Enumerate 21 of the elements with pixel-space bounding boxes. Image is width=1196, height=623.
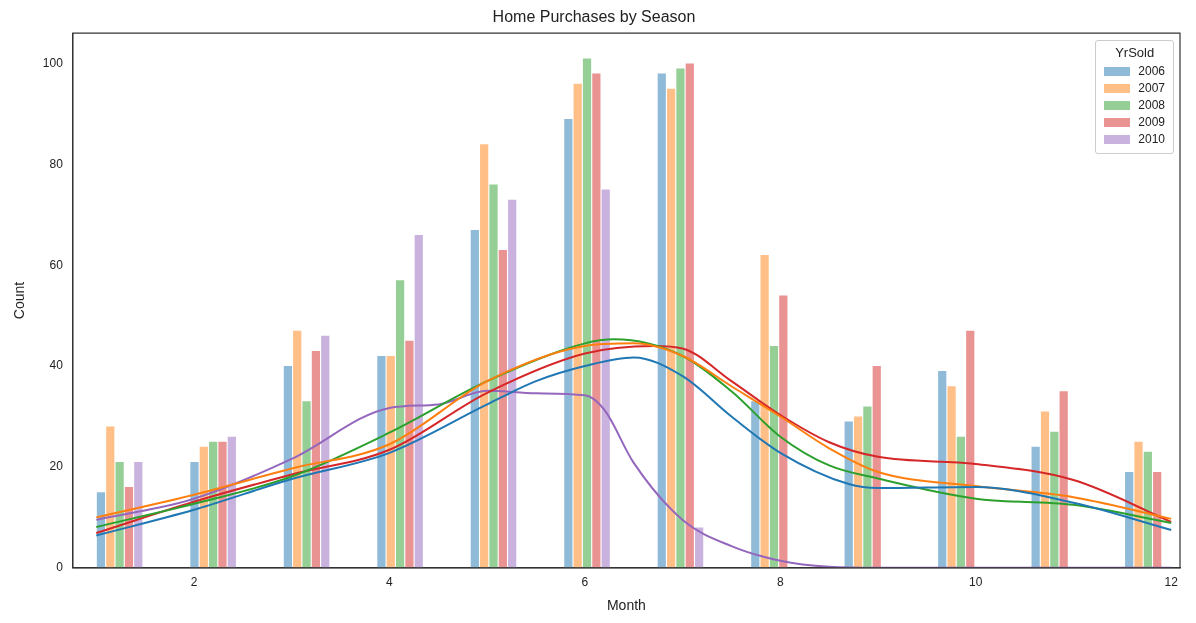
y-tick-label: 0 [56, 560, 64, 575]
x-tick-label: 10 [969, 575, 983, 590]
x-tick-label: 6 [581, 575, 589, 590]
x-tick-label: 12 [1164, 575, 1179, 590]
legend-title: YrSold [1114, 45, 1156, 60]
x-tick-label: 2 [190, 575, 198, 590]
y-tick-label: 20 [49, 459, 64, 474]
y-tick-label: 100 [42, 55, 64, 70]
legend-label: 2008 [1138, 98, 1165, 112]
x-axis-title: Month [606, 597, 646, 614]
y-axis-title: Count [11, 281, 28, 320]
x-tick-label: 4 [386, 575, 394, 590]
legend-label: 2010 [1138, 132, 1165, 146]
legend-label: 2006 [1138, 64, 1165, 78]
chart-title: Home Purchases by Season [492, 8, 696, 26]
legend-label: 2007 [1138, 81, 1165, 95]
x-tick-label: 8 [776, 575, 784, 590]
legend-label: 2009 [1138, 115, 1165, 129]
y-tick-label: 40 [49, 358, 64, 373]
y-tick-label: 80 [49, 156, 64, 171]
y-tick-label: 60 [49, 257, 64, 272]
